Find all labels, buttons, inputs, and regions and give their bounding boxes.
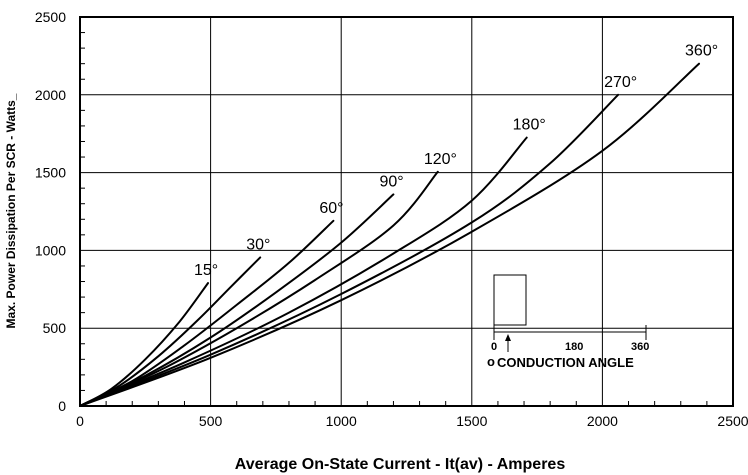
inset-arrow-head (505, 334, 511, 341)
series-line (79, 170, 439, 407)
series-label: 90° (379, 173, 403, 190)
inset-tick-label-180: 180 (565, 341, 583, 353)
series-label: 30° (246, 236, 270, 253)
series-label: 360° (685, 43, 718, 60)
plot-frame (79, 16, 734, 407)
series-line (79, 282, 209, 407)
series-label: 120° (424, 151, 457, 168)
series-label: 60° (319, 200, 343, 217)
inset-marker: o (487, 354, 495, 369)
x-axis-title: Average On-State Current - It(av) - Ampe… (235, 456, 566, 473)
inset-tick-label-0: 0 (491, 341, 497, 353)
x-tick-label: 2000 (587, 413, 618, 429)
x-tick-labels: 0 500 1000 1500 2000 2500 (76, 413, 748, 429)
y-axis-title: Max. Power Dissipation Per SCR - Watts_ (4, 93, 18, 328)
series-labels: 15° 30° 60° 90° 120° 180° 270° 360° (194, 43, 718, 279)
series-lines (79, 62, 700, 407)
y-tick-label: 500 (43, 320, 67, 336)
series-line (79, 256, 262, 407)
series-line (79, 93, 620, 407)
y-tick-labels: 0 500 1000 1500 2000 2500 (35, 9, 66, 414)
y-tick-label: 1500 (35, 165, 66, 181)
series-label: 15° (194, 262, 218, 279)
series-line (79, 62, 700, 407)
x-tick-label: 2500 (717, 413, 748, 429)
minor-ticks (80, 32, 708, 406)
x-tick-label: 1500 (456, 413, 487, 429)
series-line (79, 136, 528, 407)
series-line (79, 219, 335, 407)
series-label: 180° (513, 117, 546, 134)
conduction-angle-inset: 0 180 360 o CONDUCTION ANGLE (487, 274, 649, 370)
y-tick-label: 1000 (35, 242, 66, 258)
x-tick-label: 1000 (326, 413, 357, 429)
x-tick-label: 0 (76, 413, 84, 429)
y-tick-label: 0 (58, 398, 66, 414)
series-label: 270° (604, 74, 637, 91)
inset-pulse-box (493, 274, 527, 326)
series-line (79, 193, 395, 407)
y-tick-label: 2500 (35, 9, 66, 25)
x-tick-label: 500 (199, 413, 223, 429)
inset-tick-label-360: 360 (631, 341, 649, 353)
inset-conduction-angle-label: CONDUCTION ANGLE (497, 355, 634, 370)
y-tick-label: 2000 (35, 87, 66, 103)
